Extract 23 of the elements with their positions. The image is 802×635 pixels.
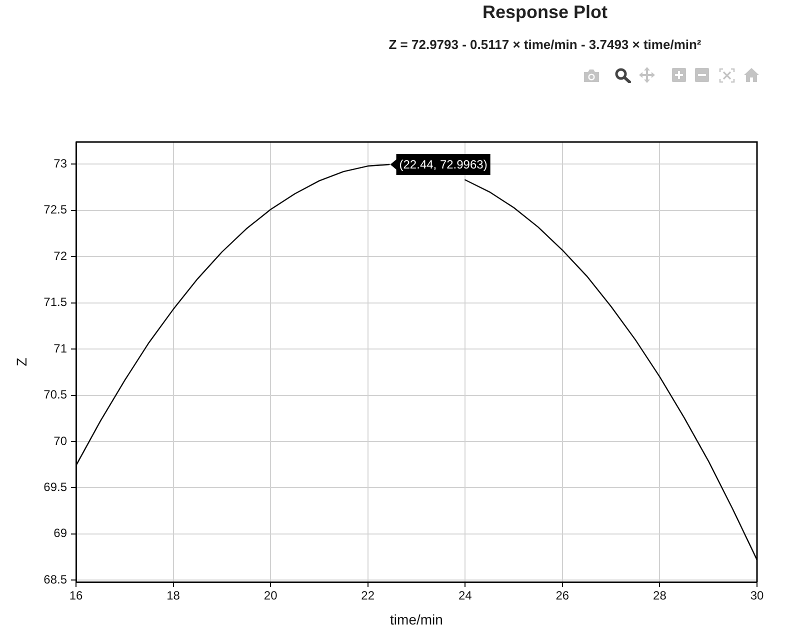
- y-tick-label: 73: [54, 156, 68, 170]
- y-tick-label: 70.5: [44, 388, 68, 402]
- x-tick-label: 22: [361, 588, 375, 603]
- y-tick-label: 70: [54, 434, 68, 448]
- y-tick-label: 71.5: [44, 295, 68, 310]
- y-tick-label: 68.5: [44, 572, 68, 586]
- x-tick-label: 18: [166, 588, 180, 603]
- chart-title: Response Plot: [481, 1, 609, 23]
- x-tick-label: 28: [653, 588, 667, 603]
- y-tick-label: 72: [54, 248, 68, 263]
- y-tick-label: 69: [54, 526, 68, 540]
- x-tick-label: 30: [750, 588, 764, 603]
- x-axis-title: time/min: [390, 611, 443, 628]
- y-tick-label: 69.5: [44, 480, 68, 494]
- x-tick-label: 16: [69, 588, 83, 603]
- y-tick-label: 71: [54, 341, 68, 356]
- y-tick-label: 72.5: [44, 202, 68, 217]
- annotation: (22.44, 72.9963): [399, 157, 488, 172]
- y-axis-title: Z: [13, 357, 30, 366]
- x-tick-label: 24: [458, 588, 472, 603]
- chart-subtitle: Z = 72.9793 - 0.5117 × time/min - 3.7493 × time/min²: [388, 36, 702, 54]
- x-tick-label: 26: [556, 588, 570, 603]
- x-tick-label: 20: [264, 588, 278, 603]
